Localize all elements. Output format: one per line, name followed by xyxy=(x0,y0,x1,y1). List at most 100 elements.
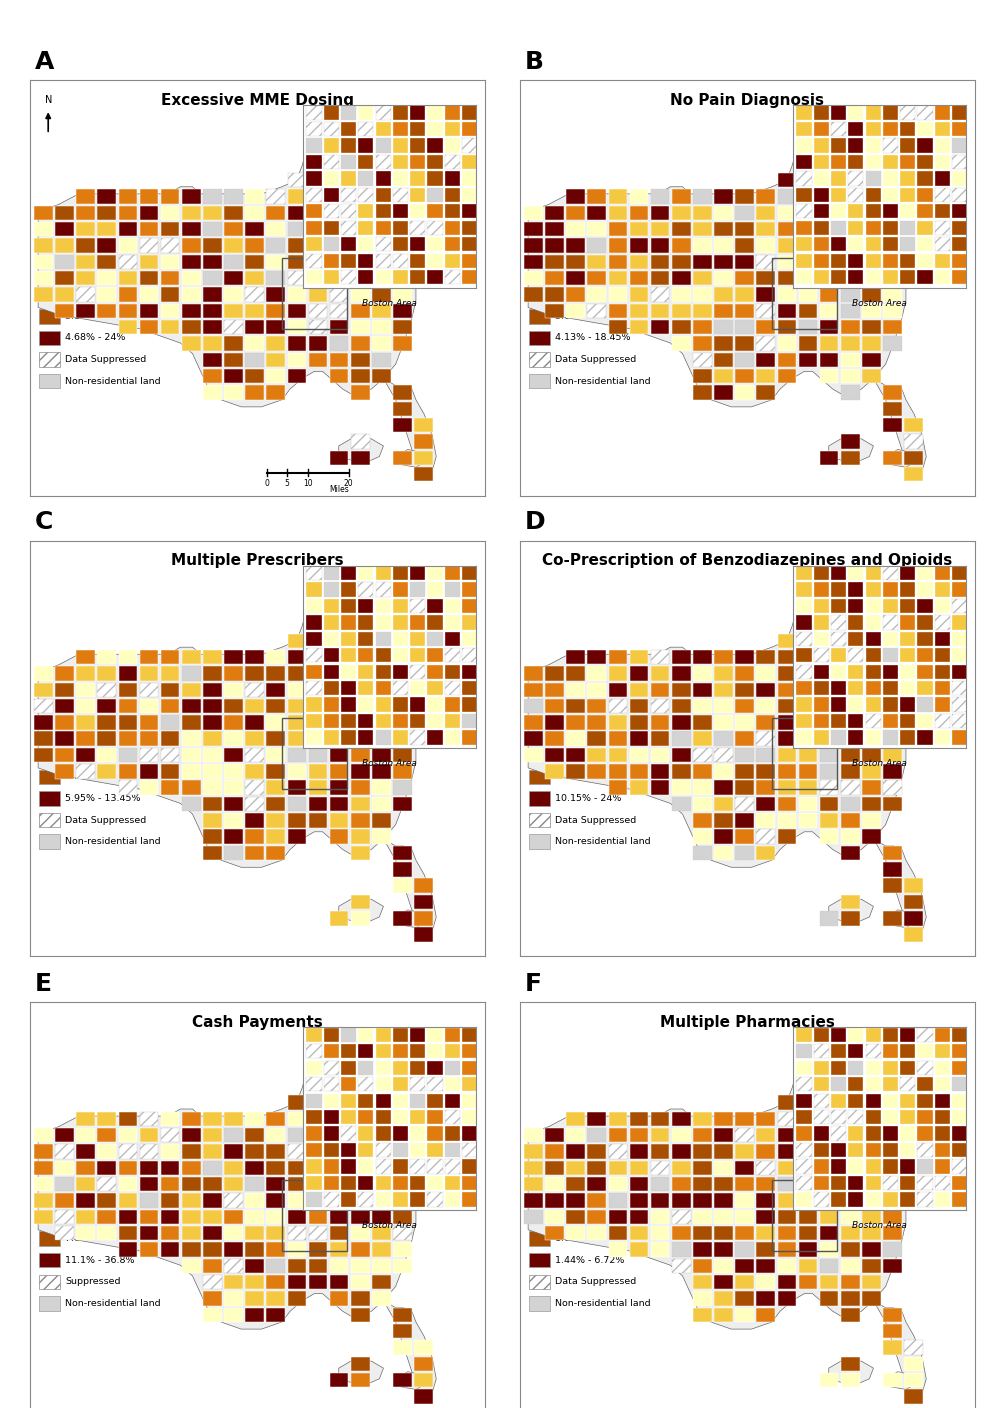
Text: Non-residential land: Non-residential land xyxy=(65,377,161,386)
Text: 0: 0 xyxy=(264,479,269,489)
Text: 0% - 2.35%: 0% - 2.35% xyxy=(65,707,120,717)
Text: 7.46% - 10.14%: 7.46% - 10.14% xyxy=(555,773,630,781)
Text: (Quintiles): (Quintiles) xyxy=(529,696,580,705)
Text: 1.91% - 2.48%: 1.91% - 2.48% xyxy=(555,269,624,277)
Text: 6.01% - 7.45%: 6.01% - 7.45% xyxy=(555,750,624,760)
Text: 0% - 1.9%: 0% - 1.9% xyxy=(555,246,603,256)
FancyBboxPatch shape xyxy=(39,266,60,280)
FancyBboxPatch shape xyxy=(529,1232,550,1246)
Text: Excessive MME Dosing: Excessive MME Dosing xyxy=(161,93,354,108)
FancyBboxPatch shape xyxy=(529,1274,550,1290)
Text: Suppressed: Suppressed xyxy=(65,1277,121,1287)
FancyBboxPatch shape xyxy=(529,835,550,849)
Text: Percent of People: Percent of People xyxy=(529,1149,634,1159)
FancyBboxPatch shape xyxy=(529,812,550,828)
Text: 20: 20 xyxy=(344,479,353,489)
FancyBboxPatch shape xyxy=(529,705,550,719)
Text: A: A xyxy=(35,51,54,75)
Text: 3.15% - 4.67%: 3.15% - 4.67% xyxy=(65,313,135,321)
FancyBboxPatch shape xyxy=(529,1188,550,1202)
Text: 0% - 4.9%: 0% - 4.9% xyxy=(65,1169,113,1178)
FancyBboxPatch shape xyxy=(529,727,550,741)
FancyBboxPatch shape xyxy=(529,331,550,345)
Text: Percent of People: Percent of People xyxy=(529,687,634,697)
FancyBboxPatch shape xyxy=(39,1253,60,1267)
Text: 5: 5 xyxy=(285,479,290,489)
FancyBboxPatch shape xyxy=(529,375,550,389)
Text: Percent of People: Percent of People xyxy=(39,1149,144,1159)
Text: 4.04% - 5.94%: 4.04% - 5.94% xyxy=(65,773,134,781)
FancyBboxPatch shape xyxy=(529,245,550,259)
FancyBboxPatch shape xyxy=(39,727,60,741)
Text: 4.68% - 24%: 4.68% - 24% xyxy=(65,334,125,342)
FancyBboxPatch shape xyxy=(529,791,550,805)
Text: 2.49% - 3.05%: 2.49% - 3.05% xyxy=(555,290,625,300)
Text: B: B xyxy=(525,51,544,75)
FancyBboxPatch shape xyxy=(529,1297,550,1311)
Text: 3.06% - 4.12%: 3.06% - 4.12% xyxy=(555,313,625,321)
Text: 5% - 6.1%: 5% - 6.1% xyxy=(65,1191,113,1200)
FancyBboxPatch shape xyxy=(529,287,550,303)
FancyBboxPatch shape xyxy=(39,245,60,259)
Text: Non-residential land: Non-residential land xyxy=(65,838,161,846)
Text: 0.75% - 1.01%: 0.75% - 1.01% xyxy=(555,1212,624,1222)
Text: (Quintiles): (Quintiles) xyxy=(39,1157,90,1167)
Text: 2.36% - 3.13%: 2.36% - 3.13% xyxy=(65,729,135,738)
FancyBboxPatch shape xyxy=(39,352,60,367)
Text: 5.95% - 13.45%: 5.95% - 13.45% xyxy=(65,794,141,803)
FancyBboxPatch shape xyxy=(39,310,60,324)
FancyBboxPatch shape xyxy=(39,1232,60,1246)
FancyBboxPatch shape xyxy=(39,1188,60,1202)
Text: Percent of People: Percent of People xyxy=(529,227,634,237)
FancyBboxPatch shape xyxy=(39,791,60,805)
Text: No Pain Diagnosis: No Pain Diagnosis xyxy=(670,93,824,108)
Text: Data Suppressed: Data Suppressed xyxy=(65,815,146,825)
Text: Miles: Miles xyxy=(329,486,349,494)
Text: 7.6% - 11%: 7.6% - 11% xyxy=(65,1235,119,1243)
FancyBboxPatch shape xyxy=(39,812,60,828)
FancyBboxPatch shape xyxy=(529,1167,550,1181)
Text: 11.1% - 36.8%: 11.1% - 36.8% xyxy=(65,1256,135,1264)
Text: Percent of People: Percent of People xyxy=(39,687,144,697)
Text: E: E xyxy=(35,973,52,997)
Text: Co-Prescription of Benzodiazepines and Opioids: Co-Prescription of Benzodiazepines and O… xyxy=(542,553,953,569)
Text: (Quintiles): (Quintiles) xyxy=(39,696,90,705)
Text: F: F xyxy=(525,973,542,997)
Text: 4.74% - 6%: 4.74% - 6% xyxy=(555,729,609,738)
Text: (Quintiles): (Quintiles) xyxy=(39,235,90,245)
FancyBboxPatch shape xyxy=(39,835,60,849)
FancyBboxPatch shape xyxy=(529,1253,550,1267)
FancyBboxPatch shape xyxy=(39,748,60,763)
FancyBboxPatch shape xyxy=(39,287,60,303)
Text: 0% - 4.73%: 0% - 4.73% xyxy=(555,707,610,717)
Text: (Quintiles): (Quintiles) xyxy=(529,1157,580,1167)
FancyBboxPatch shape xyxy=(529,770,550,784)
Text: 1.02% - 1.43%: 1.02% - 1.43% xyxy=(555,1235,625,1243)
FancyBboxPatch shape xyxy=(529,310,550,324)
Text: 2.4% - 3.14%: 2.4% - 3.14% xyxy=(65,290,129,300)
Text: 10: 10 xyxy=(303,479,312,489)
FancyBboxPatch shape xyxy=(529,748,550,763)
Text: 6.2% - 7.5%: 6.2% - 7.5% xyxy=(65,1212,122,1222)
Text: Data Suppressed: Data Suppressed xyxy=(555,1277,636,1287)
Text: Percent of People: Percent of People xyxy=(39,227,144,237)
Text: D: D xyxy=(525,511,545,535)
FancyBboxPatch shape xyxy=(39,705,60,719)
Text: Data Suppressed: Data Suppressed xyxy=(65,355,146,365)
Text: 1.44% - 6.72%: 1.44% - 6.72% xyxy=(555,1256,624,1264)
Text: Data Suppressed: Data Suppressed xyxy=(555,355,636,365)
Text: 0% - 1.68%: 0% - 1.68% xyxy=(65,246,119,256)
Text: 1.69% - 2.39%: 1.69% - 2.39% xyxy=(65,269,135,277)
Text: 0% - 0.49%: 0% - 0.49% xyxy=(555,1169,609,1178)
Text: 4.13% - 18.45%: 4.13% - 18.45% xyxy=(555,334,631,342)
FancyBboxPatch shape xyxy=(529,352,550,367)
FancyBboxPatch shape xyxy=(39,1274,60,1290)
Text: Cash Payments: Cash Payments xyxy=(192,1015,323,1031)
FancyBboxPatch shape xyxy=(39,1297,60,1311)
Text: 0.5% - 0.74%: 0.5% - 0.74% xyxy=(555,1191,618,1200)
Text: Non-residential land: Non-residential land xyxy=(555,838,651,846)
Text: Non-residential land: Non-residential land xyxy=(65,1300,161,1308)
FancyBboxPatch shape xyxy=(39,1167,60,1181)
FancyBboxPatch shape xyxy=(39,375,60,389)
Text: Multiple Pharmacies: Multiple Pharmacies xyxy=(660,1015,835,1031)
